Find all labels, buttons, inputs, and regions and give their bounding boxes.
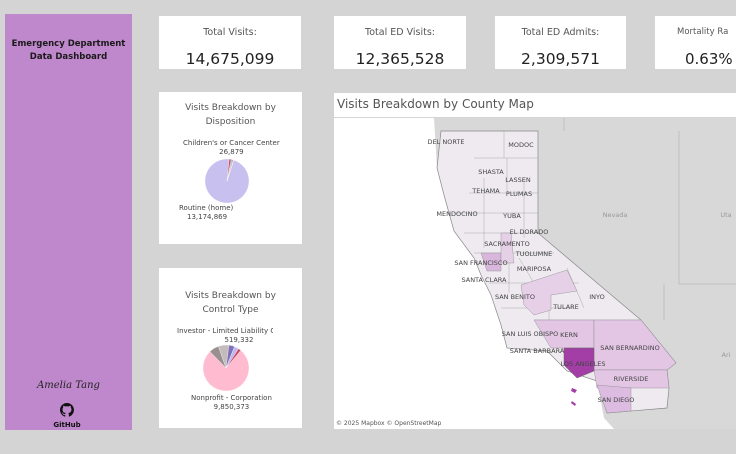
pie-slice[interactable] [226,159,234,182]
control-type-pie [203,345,249,391]
county-label: LOS ANGELES [560,360,606,368]
map-canvas[interactable] [334,118,736,429]
kpi-label: Mortality Ra [677,27,729,37]
title-line-1: Visits Breakdown by [185,291,276,301]
slice-label-nonprofit: Nonprofit - Corporation 9,850,373 [191,394,272,412]
kpi-value: 0.63% [685,50,733,68]
slice-label-routine: Routine (home) 13,174,869 [179,204,233,222]
county-sacramento[interactable] [500,232,515,264]
county-fresno[interactable] [520,269,578,316]
state-label-utah: Uta [720,211,732,219]
kpi-total-ed-admits: Total ED Admits: 2,309,571 [495,16,626,69]
chart-title: Visits Breakdown by Disposition [159,101,302,129]
kpi-value: 14,675,099 [185,50,275,68]
github-icon [59,403,74,417]
county-label: TUOLUMNE [515,250,553,258]
county-label: MODOC [508,141,534,149]
map-title: Visits Breakdown by County Map [337,97,534,111]
county-label: SAN DIEGO [597,396,635,404]
county-label: SANTA BARBARA [509,347,565,355]
slice-label-children: Children's or Cancer Center 26,879 [183,139,280,157]
label-value: 9,850,373 [213,403,250,411]
pie-slice[interactable] [205,159,249,203]
label-name: Nonprofit - Corporation [191,394,272,402]
kpi-total-visits: Total Visits: 14,675,099 [159,16,301,69]
pie-slice[interactable] [225,348,241,369]
state-label-nevada: Nevada [602,211,628,219]
county-label: SHASTA [478,168,504,176]
chart-title: Visits Breakdown by Control Type [159,289,302,317]
county-label: TEHAMA [472,187,500,195]
author-signature: Amelia Tang [37,380,100,391]
disposition-pie-card: Visits Breakdown by Disposition Children'… [159,92,302,244]
county-label: SAN BERNARDINO [600,344,660,352]
label-name: Investor - Limited Liability Co [177,327,273,335]
title-line-2: Disposition [205,117,256,127]
label-value: 26,879 [219,148,244,156]
county-label: EL DORADO [509,228,549,236]
control-type-pie-card: Visits Breakdown by Control Type Investor… [159,268,302,428]
label-name: Children's or Cancer Center [183,139,280,147]
county-los-angeles[interactable] [563,347,595,379]
county-san-diego[interactable] [596,384,632,414]
github-link[interactable]: GitHub [52,402,82,429]
title-line-1: Emergency Department [11,39,126,49]
county-label: RIVERSIDE [613,375,649,383]
dashboard-title: Emergency Department Data Dashboard [5,38,132,64]
county-label: INYO [589,293,605,301]
county-santa-clara-area[interactable] [480,252,502,272]
kpi-total-ed-visits: Total ED Visits: 12,365,528 [334,16,466,69]
county-label: YUBA [503,212,521,220]
title-line-2: Data Dashboard [29,52,108,62]
county-label: KERN [560,331,578,339]
kpi-value: 2,309,571 [521,50,600,68]
kpi-value: 12,365,528 [355,50,445,68]
label-value: 13,174,869 [187,213,228,221]
kpi-label: Total ED Visits: [365,27,435,38]
county-label: PLUMAS [505,190,533,198]
county-label: SAN LUIS OBISPO [501,330,559,338]
channel-islands [571,388,577,406]
county-label: MENDOCINO [436,210,478,218]
kpi-mortality-rate: Mortality Ra 0.63% [655,16,736,69]
label-value: 519,332 [224,336,254,344]
pie-slice[interactable] [203,350,249,391]
county-riverside[interactable] [593,369,670,389]
title-line-2: Control Type [202,305,259,315]
kpi-label: Total Visits: [203,27,257,38]
state-label-arizona: Ari [721,351,731,359]
county-label: DEL NORTE [427,138,465,146]
county-label: SACRAMENTO [484,240,530,248]
title-line-1: Visits Breakdown by [185,103,276,113]
disposition-pie [205,159,249,203]
county-label: TULARE [553,303,579,311]
github-label: GitHub [53,421,81,429]
map-header: Visits Breakdown by County Map [334,93,736,117]
state-border-lines [563,118,736,320]
map-attribution[interactable]: © 2025 Mapbox © OpenStreetMap [336,420,442,427]
county-map[interactable]: Nevada Uta Ari DEL NORTE MODOC SHASTA LASSE… [334,118,736,429]
sidebar: Emergency Department Data Dashboard Ameli… [5,14,132,430]
county-label: SAN BENITO [494,293,536,301]
label-name: Routine (home) [179,204,234,212]
county-label: LASSEN [505,176,531,184]
county-label: MARIPOSA [516,265,552,273]
slice-label-investor: Investor - Limited Liability Co 519,332 [177,327,273,345]
kpi-label: Total ED Admits: [521,27,600,38]
county-label: SAN FRANCISCO [454,259,508,267]
county-label: SANTA CLARA [461,276,507,284]
